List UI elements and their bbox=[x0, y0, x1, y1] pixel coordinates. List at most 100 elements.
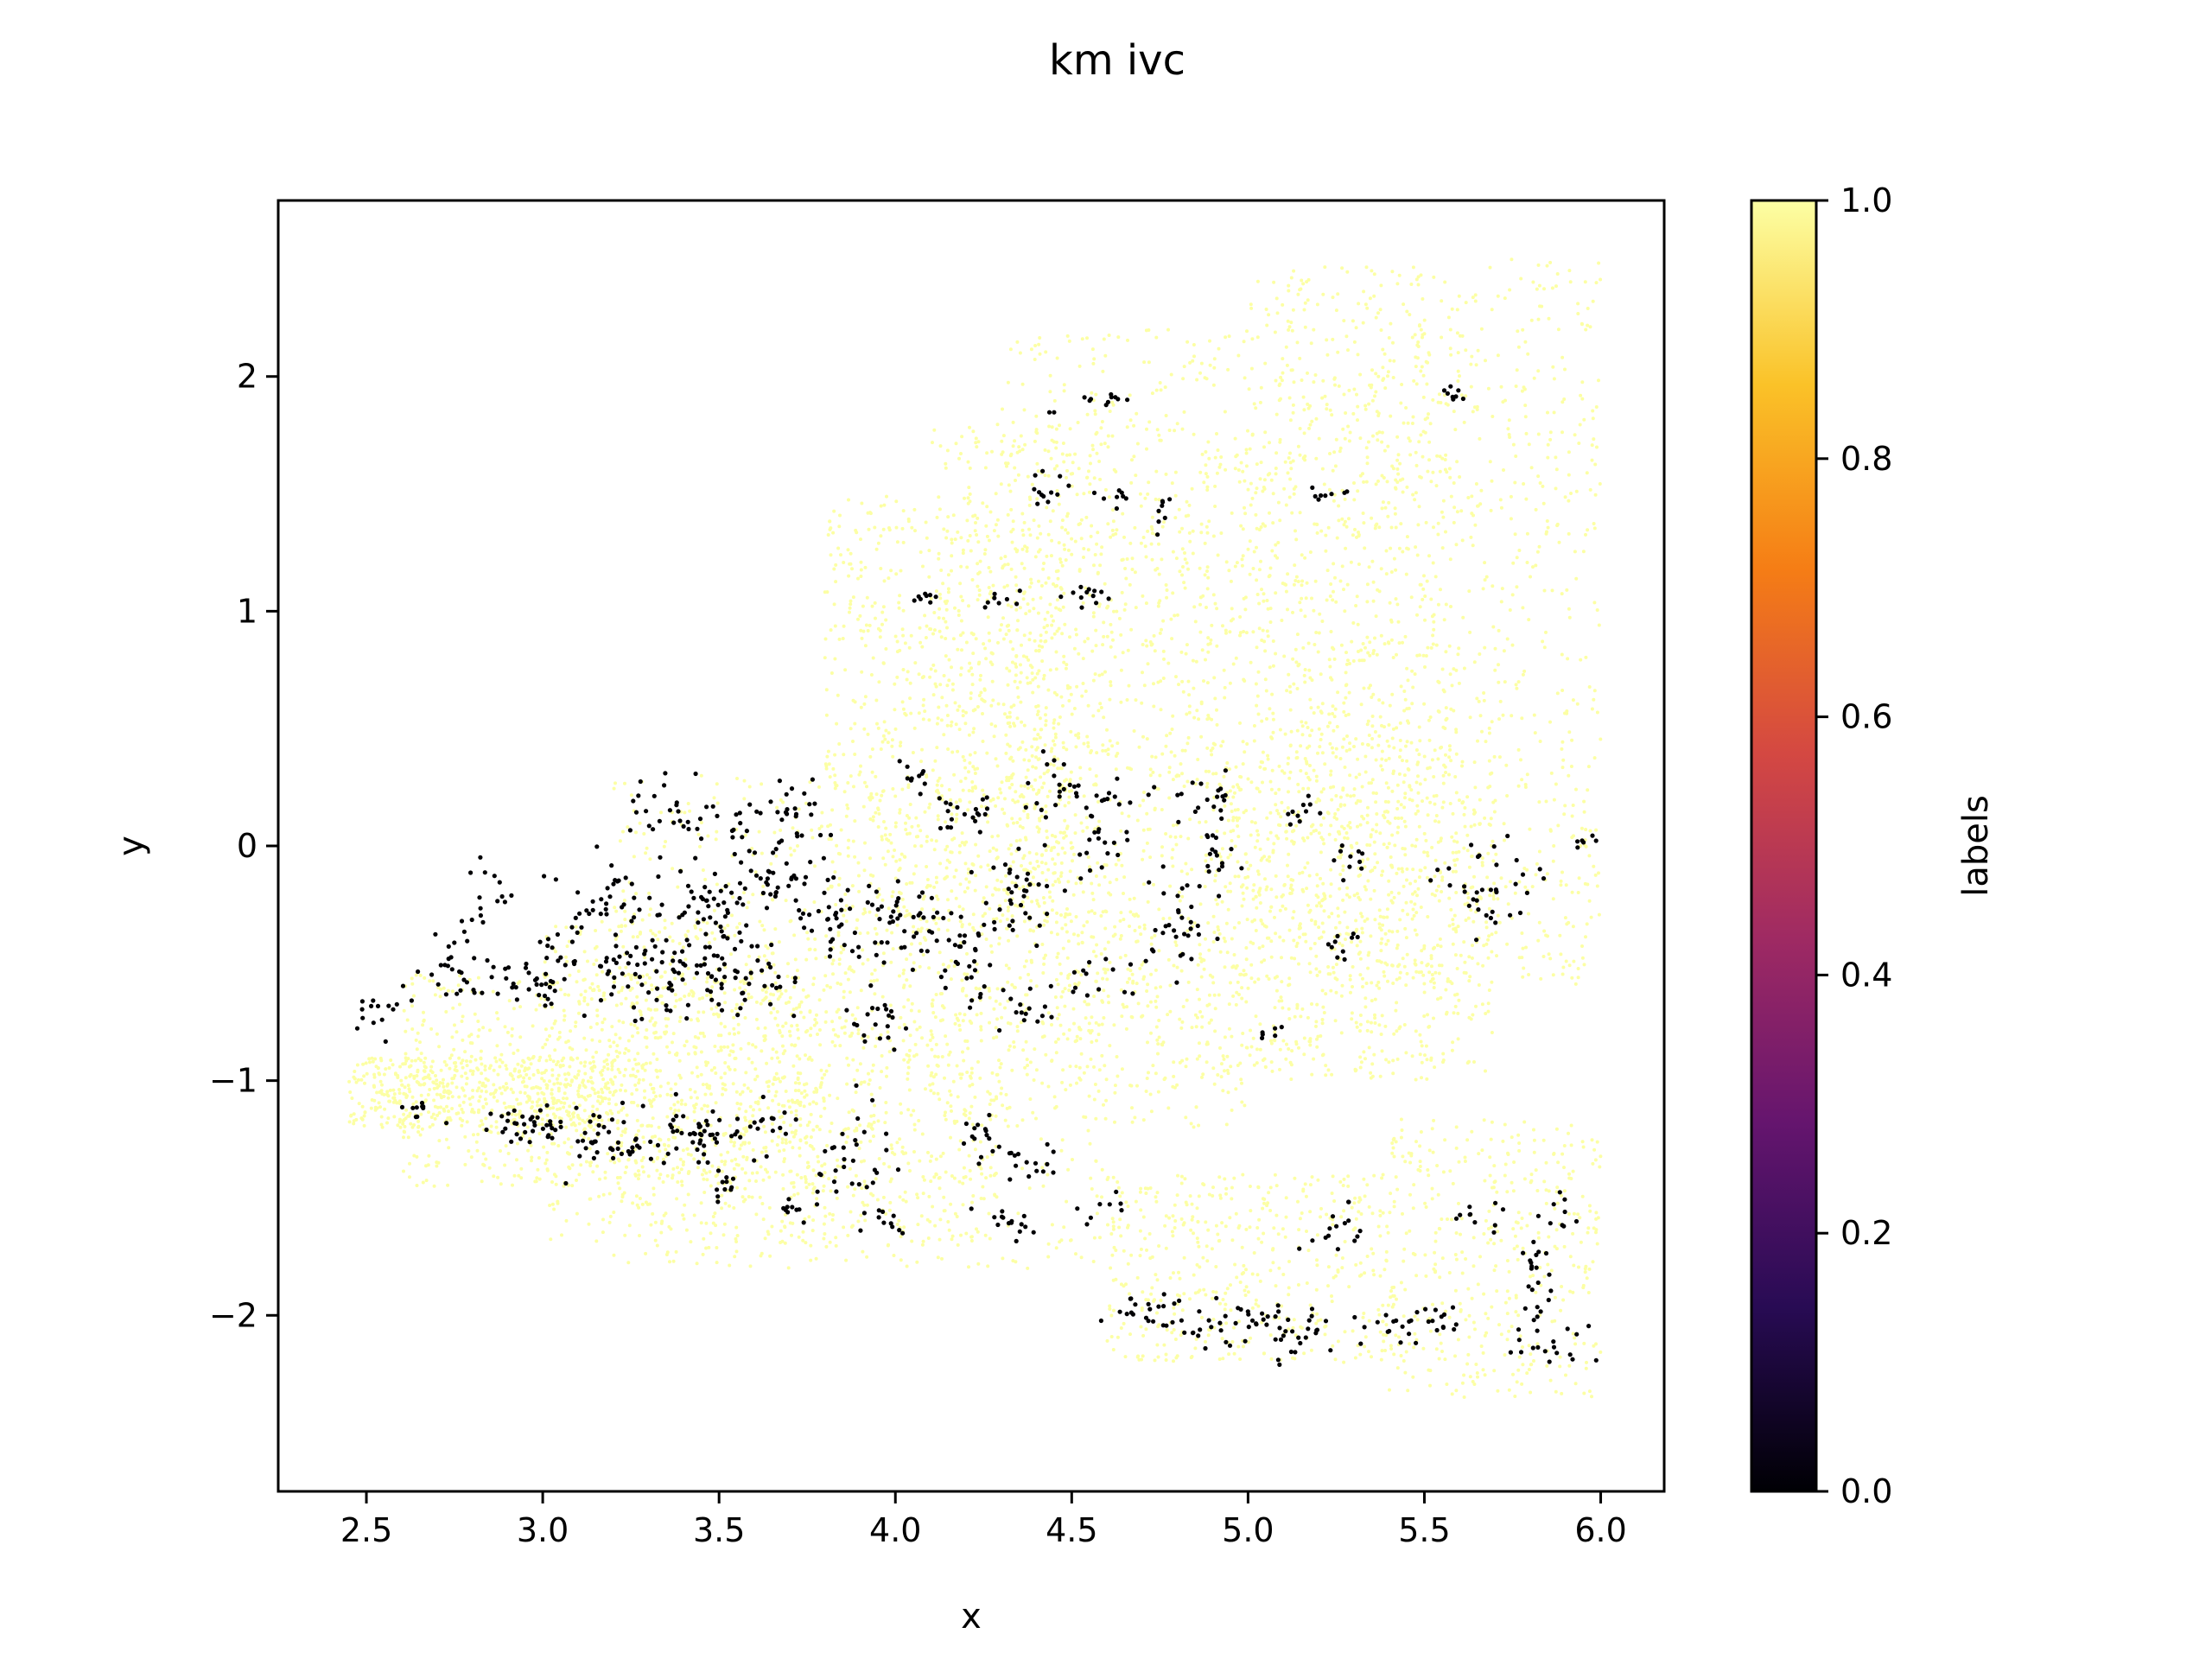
scatter-point bbox=[739, 980, 743, 984]
scatter-point bbox=[798, 1154, 802, 1158]
scatter-point bbox=[543, 1161, 548, 1166]
scatter-point bbox=[1044, 581, 1048, 585]
scatter-point bbox=[391, 1096, 396, 1100]
scatter-point bbox=[715, 1246, 719, 1249]
scatter-point bbox=[1089, 534, 1093, 538]
scatter-point bbox=[795, 1098, 799, 1103]
scatter-point bbox=[535, 1176, 539, 1180]
scatter-point bbox=[1057, 541, 1061, 545]
scatter-point bbox=[1046, 1242, 1051, 1246]
scatter-point bbox=[661, 1180, 665, 1184]
scatter-point bbox=[969, 1021, 974, 1025]
scatter-point bbox=[626, 825, 630, 830]
scatter-point bbox=[1421, 973, 1426, 977]
scatter-point bbox=[881, 951, 886, 956]
scatter-point bbox=[1342, 737, 1346, 741]
scatter-point bbox=[706, 834, 710, 838]
scatter-point bbox=[1143, 496, 1147, 500]
scatter-point bbox=[1149, 1000, 1153, 1004]
scatter-point bbox=[1068, 1083, 1072, 1087]
scatter-point bbox=[460, 1020, 464, 1023]
scatter-point bbox=[873, 968, 877, 972]
scatter-point bbox=[1066, 880, 1071, 884]
scatter-point bbox=[754, 1000, 759, 1004]
scatter-point bbox=[348, 1090, 353, 1094]
scatter-point bbox=[861, 629, 866, 633]
scatter-point bbox=[597, 988, 601, 993]
scatter-point bbox=[859, 764, 862, 768]
scatter-point bbox=[1233, 467, 1237, 471]
scatter-point bbox=[874, 698, 879, 702]
scatter-point bbox=[1389, 525, 1394, 530]
scatter-point bbox=[1066, 939, 1071, 944]
scatter-point bbox=[1437, 392, 1441, 397]
scatter-point bbox=[712, 908, 716, 912]
scatter-point bbox=[404, 1052, 408, 1056]
scatter-point bbox=[696, 1017, 700, 1021]
scatter-point bbox=[612, 980, 616, 984]
scatter-point bbox=[372, 1072, 377, 1077]
scatter-point bbox=[1208, 641, 1212, 645]
scatter-point bbox=[1157, 949, 1161, 953]
scatter-point bbox=[704, 1083, 709, 1087]
scatter-point bbox=[865, 785, 868, 789]
scatter-point bbox=[566, 1137, 570, 1141]
scatter-point bbox=[588, 1115, 592, 1119]
scatter-point bbox=[1026, 786, 1030, 791]
scatter-point bbox=[1084, 816, 1089, 820]
scatter-point bbox=[998, 1002, 1002, 1007]
scatter-point bbox=[814, 957, 818, 961]
scatter-point bbox=[573, 1123, 577, 1128]
scatter-point bbox=[782, 1160, 786, 1164]
scatter-point bbox=[827, 762, 831, 766]
scatter-point bbox=[577, 1173, 582, 1177]
scatter-point bbox=[755, 1171, 760, 1175]
scatter-point bbox=[1054, 977, 1058, 982]
scatter-point bbox=[689, 1096, 693, 1100]
scatter-point bbox=[799, 1000, 804, 1004]
scatter-point bbox=[1009, 843, 1013, 848]
scatter-point bbox=[897, 1218, 901, 1223]
scatter-point bbox=[931, 998, 935, 1002]
scatter-point bbox=[1014, 903, 1018, 907]
scatter-point bbox=[789, 853, 793, 857]
scatter-point bbox=[729, 952, 733, 957]
scatter-point bbox=[1001, 1103, 1005, 1108]
scatter-point bbox=[1067, 699, 1071, 702]
scatter-point bbox=[354, 1080, 359, 1084]
scatter-point bbox=[1191, 658, 1195, 663]
scatter-point bbox=[496, 1131, 500, 1135]
scatter-point bbox=[658, 1149, 662, 1154]
scatter-point bbox=[412, 1123, 416, 1127]
scatter-point bbox=[823, 974, 828, 978]
scatter-point bbox=[1426, 854, 1430, 858]
scatter-point bbox=[1234, 816, 1238, 820]
scatter-point bbox=[363, 1110, 367, 1115]
scatter-point bbox=[507, 1104, 512, 1109]
scatter-point bbox=[592, 988, 596, 992]
scatter-point bbox=[1190, 1026, 1194, 1030]
scatter-point bbox=[839, 828, 843, 832]
scatter-point bbox=[575, 1211, 579, 1216]
scatter-point bbox=[631, 1201, 635, 1205]
scatter-point bbox=[1022, 919, 1027, 924]
scatter-point bbox=[642, 1170, 645, 1174]
scatter-point bbox=[1395, 1057, 1400, 1061]
scatter-point bbox=[618, 1071, 622, 1075]
scatter-point bbox=[1059, 861, 1064, 865]
scatter-point bbox=[974, 874, 978, 878]
scatter-point bbox=[804, 1141, 809, 1145]
scatter-point bbox=[1342, 392, 1346, 397]
scatter-point bbox=[1010, 540, 1014, 544]
scatter-point bbox=[385, 1090, 390, 1094]
scatter-point bbox=[747, 1120, 752, 1124]
scatter-point bbox=[715, 801, 720, 805]
scatter-point bbox=[362, 1123, 366, 1128]
scatter-point bbox=[735, 1234, 740, 1237]
scatter-point bbox=[906, 1108, 911, 1112]
scatter-point bbox=[392, 1115, 397, 1119]
scatter-point bbox=[693, 1106, 697, 1110]
scatter-point bbox=[1423, 1053, 1427, 1058]
scatter-point bbox=[715, 830, 719, 834]
scatter-point bbox=[1085, 475, 1089, 480]
